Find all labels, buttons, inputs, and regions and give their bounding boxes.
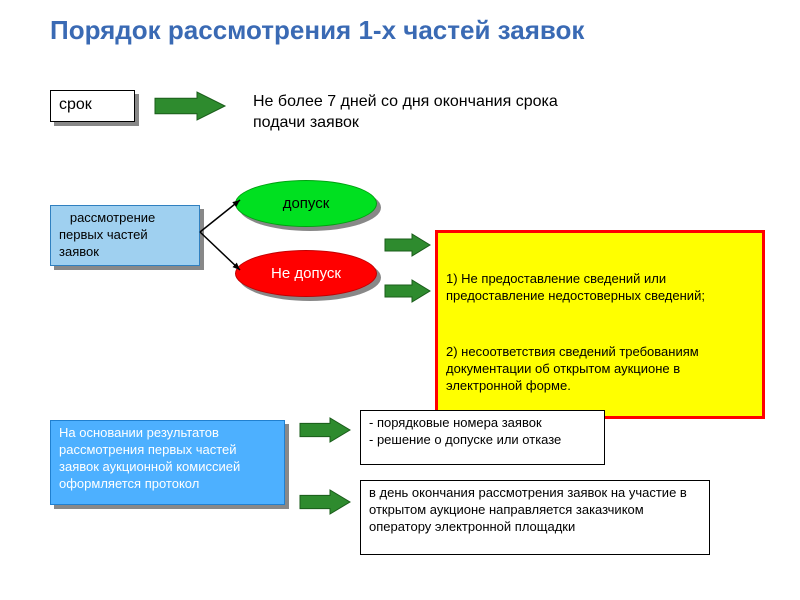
- box-out1: - порядковые номера заявок - решение о д…: [360, 410, 605, 465]
- box-reasons: 1) Не предоставление сведений или предос…: [435, 230, 765, 419]
- ellipse-admit: допуск: [235, 180, 377, 227]
- page-title: Порядок рассмотрения 1-х частей заявок: [50, 15, 584, 46]
- box-review: рассмотрение первых частей заявок: [50, 205, 200, 266]
- box-srok-desc: Не более 7 дней со дня окончания срока п…: [245, 88, 575, 138]
- box-out2: в день окончания рассмотрения заявок на …: [360, 480, 710, 555]
- reason-1: 1) Не предоставление сведений или предос…: [446, 271, 754, 305]
- reason-2: 2) несоответствия сведений требованиям д…: [446, 344, 754, 395]
- box-srok: срок: [50, 90, 135, 122]
- box-protocol: На основании результатов рассмотрения пе…: [50, 420, 285, 505]
- ellipse-reject: Не допуск: [235, 250, 377, 297]
